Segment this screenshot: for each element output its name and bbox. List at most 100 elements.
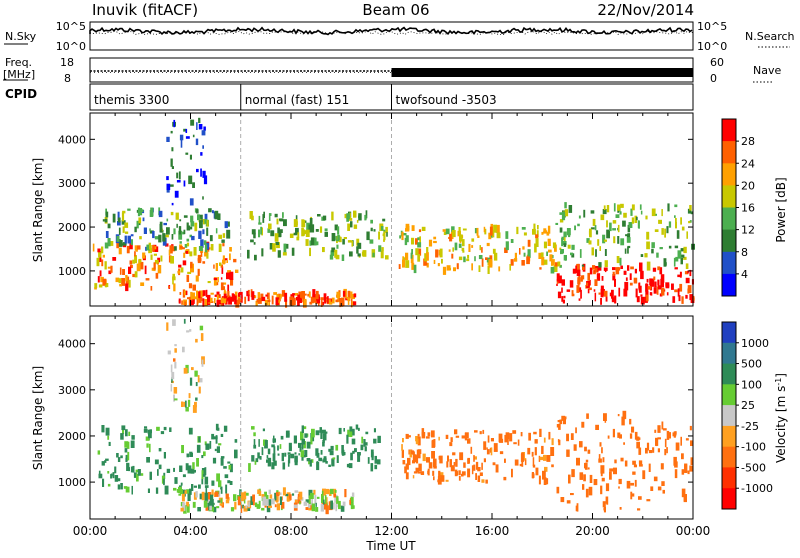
echo-cell xyxy=(559,212,563,215)
echo-cell xyxy=(230,507,235,512)
echo-cell xyxy=(267,299,271,303)
colorbar-tick-label: 12 xyxy=(741,224,755,237)
colorbar-tick-label: -1000 xyxy=(741,482,773,495)
echo-cell xyxy=(155,272,159,279)
echo-cell xyxy=(667,203,670,212)
echo-cell xyxy=(309,240,312,246)
echo-cell xyxy=(213,264,215,269)
echo-cell xyxy=(176,223,178,228)
echo-cell xyxy=(335,254,340,260)
echo-cell xyxy=(259,490,262,496)
echo-cell xyxy=(346,296,349,300)
echo-cell xyxy=(130,466,135,473)
echo-cell xyxy=(330,250,335,256)
echo-cell xyxy=(182,489,186,497)
echo-cell xyxy=(577,223,580,227)
colorbar-tick-label: 28 xyxy=(741,135,755,148)
echo-cell xyxy=(687,470,690,475)
echo-cell xyxy=(227,461,231,464)
echo-cell xyxy=(261,248,264,257)
echo-cell xyxy=(588,486,593,496)
echo-cell xyxy=(686,231,688,239)
echo-cell xyxy=(276,503,280,511)
echo-cell xyxy=(305,239,309,246)
echo-cell xyxy=(405,433,409,439)
echo-cell xyxy=(654,429,657,433)
echo-cell xyxy=(199,295,203,302)
echo-cell xyxy=(579,472,584,480)
echo-cell xyxy=(274,492,277,501)
echo-cell xyxy=(303,441,306,449)
echo-cell xyxy=(630,493,635,497)
echo-cell xyxy=(182,502,186,511)
echo-cell xyxy=(563,236,566,243)
echo-cell xyxy=(412,454,417,463)
echo-cell xyxy=(257,489,261,494)
echo-cell xyxy=(629,433,633,439)
echo-cell xyxy=(463,462,466,468)
echo-cell xyxy=(301,291,305,299)
echo-cell xyxy=(180,507,184,512)
echo-cell xyxy=(561,211,566,221)
echo-cell xyxy=(546,455,550,458)
echo-cell xyxy=(286,498,290,502)
echo-cell xyxy=(431,451,435,459)
echo-cell xyxy=(204,441,207,446)
echo-cell xyxy=(660,278,664,288)
echo-cell xyxy=(588,240,592,245)
echo-cell xyxy=(563,295,566,299)
y-tick-label: 3000 xyxy=(58,384,86,397)
echo-cell xyxy=(537,225,539,230)
echo-cell xyxy=(187,399,191,407)
echo-cell xyxy=(185,251,189,254)
echo-cell xyxy=(240,291,243,300)
echo-cell xyxy=(377,459,381,465)
echo-cell xyxy=(576,269,581,277)
echo-cell xyxy=(374,455,377,464)
echo-cell xyxy=(198,386,201,394)
echo-cell xyxy=(204,251,207,257)
echo-cell xyxy=(175,212,179,220)
echo-cell xyxy=(297,496,302,504)
echo-cell xyxy=(404,466,407,474)
echo-cell xyxy=(426,247,429,254)
echo-cell xyxy=(609,222,612,232)
echo-cell xyxy=(546,231,550,236)
echo-cell xyxy=(137,469,141,476)
echo-cell xyxy=(598,292,601,295)
echo-cell xyxy=(681,469,685,475)
echo-cell xyxy=(197,214,200,221)
echo-cell xyxy=(597,267,602,271)
echo-cell xyxy=(579,249,582,258)
echo-cell xyxy=(626,480,631,489)
echo-cell xyxy=(253,242,256,245)
echo-cell xyxy=(301,456,304,461)
echo-cell xyxy=(350,452,353,461)
echo-cell xyxy=(458,227,461,236)
echo-cell xyxy=(380,250,384,259)
echo-cell xyxy=(455,435,460,438)
echo-cell xyxy=(558,423,561,430)
echo-cell xyxy=(324,431,328,434)
echo-cell xyxy=(624,248,627,254)
echo-cell xyxy=(316,296,320,304)
echo-cell xyxy=(614,278,616,287)
echo-cell xyxy=(97,450,101,455)
echo-cell xyxy=(264,505,267,508)
echo-cell xyxy=(169,184,174,187)
echo-cell xyxy=(556,283,558,286)
echo-cell xyxy=(149,228,151,232)
echo-cell xyxy=(151,267,155,271)
echo-cell xyxy=(222,233,226,238)
echo-cell xyxy=(125,486,130,493)
echo-cell xyxy=(504,434,508,443)
echo-cell xyxy=(154,459,159,465)
echo-cell xyxy=(216,446,220,453)
echo-cell xyxy=(310,437,313,445)
echo-cell xyxy=(224,258,228,261)
echo-cell xyxy=(625,234,628,237)
echo-cell xyxy=(194,370,198,377)
echo-cell xyxy=(219,503,224,506)
echo-cell xyxy=(595,268,598,273)
